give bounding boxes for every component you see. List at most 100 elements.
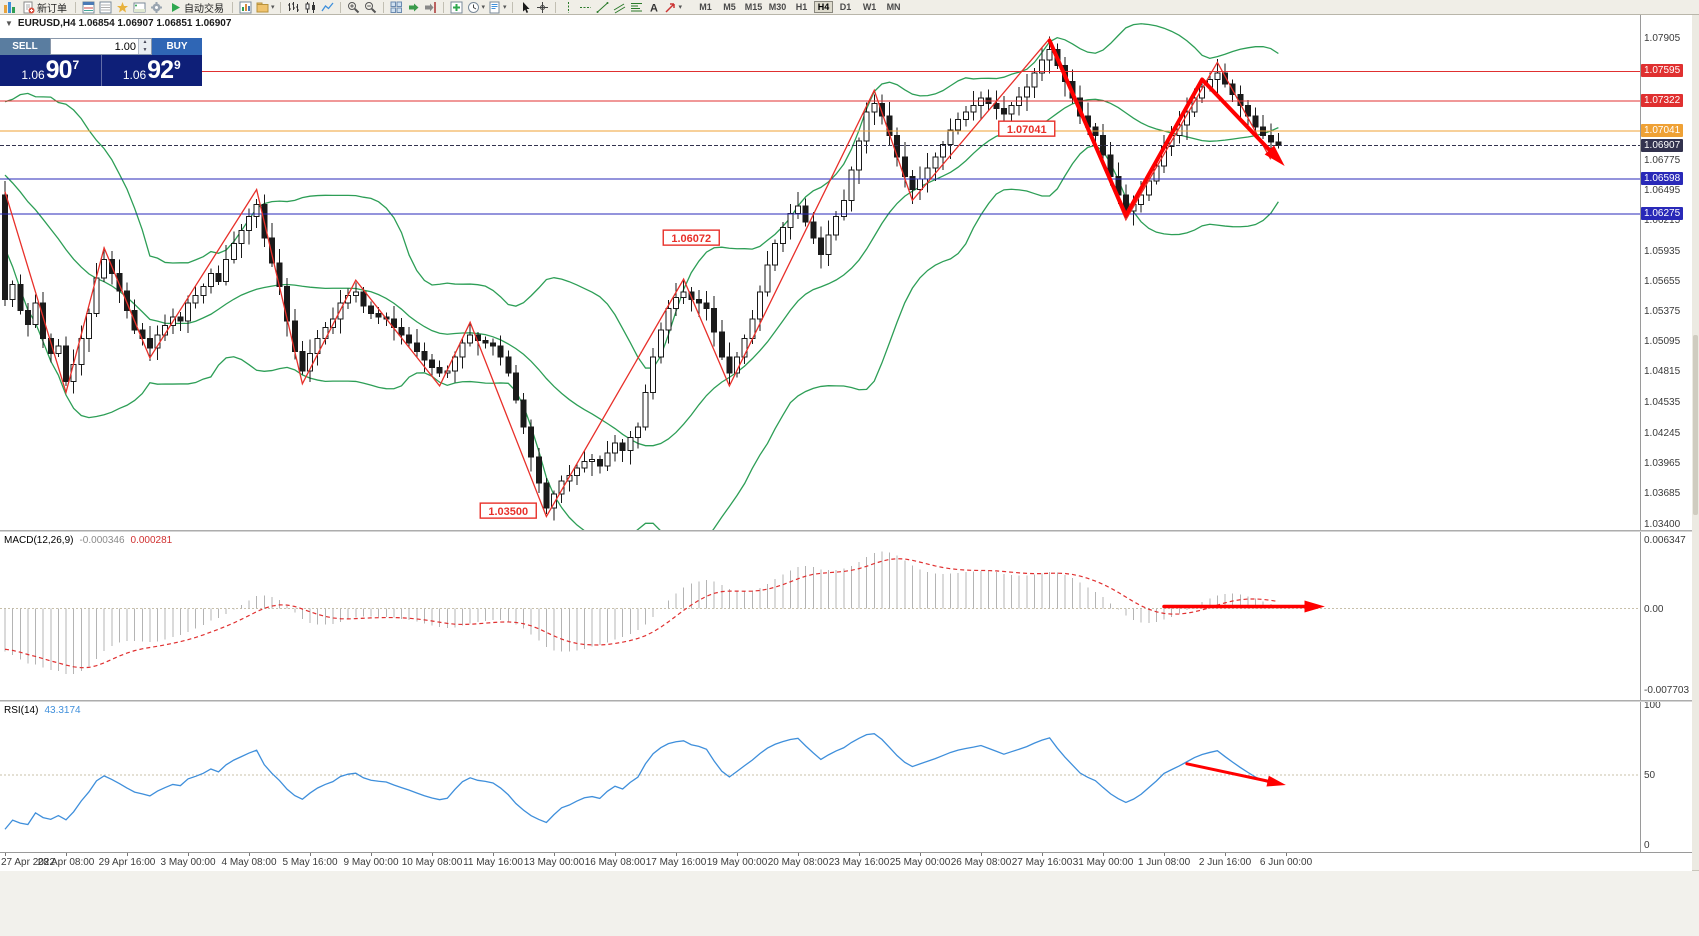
price-callout-1.07041: 1.07041 xyxy=(998,120,1056,137)
candle xyxy=(703,302,710,309)
bar-chart-type-icon[interactable] xyxy=(286,1,301,14)
candle xyxy=(215,273,222,282)
toolbar-separator xyxy=(339,1,341,13)
svg-text:A: A xyxy=(650,2,658,14)
line-chart-type-icon[interactable] xyxy=(320,1,335,14)
data-window-icon[interactable] xyxy=(98,1,113,14)
candle xyxy=(9,284,16,301)
time-tick xyxy=(676,853,677,856)
profiles-caret-icon[interactable]: ▾ xyxy=(271,4,275,11)
one-click-panel-toggle[interactable]: ▼ xyxy=(5,19,13,28)
timeframe-button-H1[interactable]: H1 xyxy=(795,2,808,12)
timeframe-button-H4[interactable]: H4 xyxy=(814,1,834,13)
bid-price-button[interactable]: 1.06 90 7 xyxy=(0,55,102,86)
main-chart-canvas[interactable]: 1.07041 1.06072 1.03500 xyxy=(0,15,1640,530)
ohlc-readout: EURUSD,H4 1.06854 1.06907 1.06851 1.0690… xyxy=(17,18,232,29)
periods-icon[interactable] xyxy=(466,1,481,14)
scrollbar-thumb[interactable] xyxy=(1693,335,1698,515)
strategy-tester-icon[interactable] xyxy=(149,1,164,14)
vertical-scrollbar[interactable] xyxy=(1692,15,1699,870)
vertical-line-tool-icon[interactable] xyxy=(561,1,576,14)
trendline-tool-icon[interactable] xyxy=(595,1,610,14)
autotrading-play-icon xyxy=(172,2,180,12)
rsi-panel-canvas[interactable] xyxy=(0,702,1640,852)
indicators-icon[interactable] xyxy=(449,1,464,14)
zoom-out-icon[interactable] xyxy=(363,1,378,14)
channel-tool-icon[interactable] xyxy=(612,1,627,14)
periods-caret-icon[interactable]: ▾ xyxy=(481,4,486,11)
candle xyxy=(490,342,496,347)
time-label: 27 Apr 2022 xyxy=(1,857,55,868)
candle xyxy=(612,442,618,454)
annotation-arrowhead xyxy=(1304,600,1325,613)
profiles-icon[interactable] xyxy=(255,1,270,14)
cursor-icon[interactable] xyxy=(518,1,533,14)
annotation-arrow xyxy=(1185,762,1280,785)
timeframe-button-M30[interactable]: M30 xyxy=(768,2,787,12)
price-tick-label: 1.05655 xyxy=(1644,275,1681,287)
time-axis[interactable]: 27 Apr 2022 28 Apr 08:00 29 Apr 16:00 3 May… xyxy=(0,852,1692,871)
price-tick-label: 1.03400 xyxy=(1644,519,1681,531)
crosshair-icon[interactable] xyxy=(535,1,550,14)
tile-windows-icon[interactable] xyxy=(389,1,404,14)
sell-button[interactable]: SELL xyxy=(0,38,50,55)
candle xyxy=(192,294,199,304)
horizontal-line-tool-icon[interactable] xyxy=(578,1,593,14)
time-tick xyxy=(371,853,372,856)
timeframe-button-M5[interactable]: M5 xyxy=(723,2,736,12)
terminal-icon[interactable] xyxy=(132,1,147,14)
candle xyxy=(1267,135,1274,143)
time-tick xyxy=(127,853,128,856)
templates-icon[interactable] xyxy=(487,1,502,14)
timeframe-button-W1[interactable]: W1 xyxy=(862,2,877,12)
time-tick xyxy=(981,853,982,856)
ask-price-button[interactable]: 1.06 92 9 xyxy=(102,55,203,86)
macd-axis[interactable]: 0.006347 0.00 -0.007703 xyxy=(1641,532,1692,700)
time-label: 29 Apr 16:00 xyxy=(98,857,156,868)
timeframe-button-M1[interactable]: M1 xyxy=(699,2,712,12)
candle xyxy=(909,176,916,191)
navigator-icon[interactable] xyxy=(115,1,130,14)
macd-axis-label: 0.00 xyxy=(1644,603,1664,615)
templates-caret-icon[interactable]: ▾ xyxy=(503,4,507,11)
timeframe-button-D1[interactable]: D1 xyxy=(839,2,852,12)
time-tick xyxy=(1286,853,1287,856)
macd-panel-canvas[interactable] xyxy=(0,532,1640,700)
timeframe-button-M15[interactable]: M15 xyxy=(744,2,763,12)
ask-price-pip: 9 xyxy=(173,58,181,72)
macd-panel-divider[interactable] xyxy=(0,530,1692,532)
candle xyxy=(711,307,718,333)
candle xyxy=(85,313,92,339)
fibonacci-tool-icon[interactable] xyxy=(629,1,644,14)
price-axis[interactable]: 1.07905 1.06775 1.06495 1.06215 1.05935 1.056… xyxy=(1641,15,1692,530)
candle xyxy=(505,356,512,374)
timeframe-button-MN[interactable]: MN xyxy=(886,2,901,12)
toolbar-separator xyxy=(511,1,513,13)
arrows-tool-icon[interactable] xyxy=(663,1,678,14)
text-tool-icon[interactable]: A xyxy=(646,1,661,14)
candle xyxy=(413,342,420,352)
market-watch-icon[interactable] xyxy=(81,1,96,14)
candle xyxy=(627,437,634,452)
candlestick-chart-type-icon[interactable] xyxy=(303,1,318,14)
candle xyxy=(40,302,47,339)
zoom-in-icon[interactable] xyxy=(346,1,361,14)
buy-button[interactable]: BUY xyxy=(152,38,202,55)
new-chart-icon[interactable] xyxy=(238,1,253,14)
autotrading-button[interactable]: 自动交易 xyxy=(166,1,227,15)
candle xyxy=(238,230,245,245)
candle xyxy=(932,156,939,169)
rsi-value: 43.3174 xyxy=(44,705,81,716)
rsi-panel-divider[interactable] xyxy=(0,700,1692,702)
auto-scroll-icon[interactable] xyxy=(406,1,421,14)
new-order-button[interactable]: 新订单 xyxy=(19,1,70,15)
candle xyxy=(1000,108,1007,115)
volume-decrease-button[interactable]: ▼ xyxy=(139,46,151,54)
volume-input[interactable] xyxy=(51,39,138,54)
chart-shift-icon[interactable] xyxy=(423,1,438,14)
rsi-axis[interactable]: 100 50 0 xyxy=(1641,700,1692,852)
price-tick-label: 1.06775 xyxy=(1644,154,1681,166)
arrows-caret-icon[interactable]: ▾ xyxy=(678,4,683,11)
candle xyxy=(268,237,275,264)
volume-increase-button[interactable]: ▲ xyxy=(139,39,151,47)
